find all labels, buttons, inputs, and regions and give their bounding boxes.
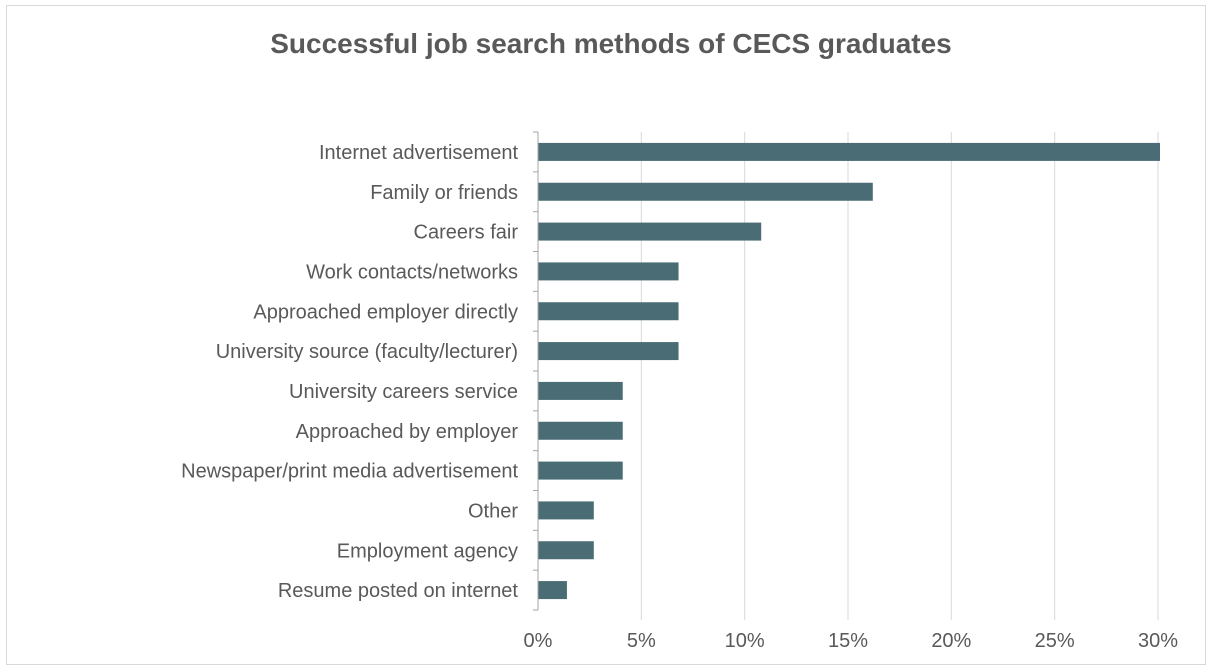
x-tick-label: 10% bbox=[725, 630, 765, 652]
category-label: Careers fair bbox=[414, 222, 519, 244]
chart-frame bbox=[6, 5, 1206, 665]
bar bbox=[538, 262, 679, 281]
chart-title: Successful job search methods of CECS gr… bbox=[270, 28, 952, 59]
category-label: Approached by employer bbox=[296, 421, 519, 443]
bar bbox=[538, 461, 623, 480]
bar bbox=[538, 182, 873, 201]
bar bbox=[538, 581, 567, 600]
bar bbox=[538, 342, 679, 361]
x-tick-label: 30% bbox=[1138, 630, 1178, 652]
category-label: Family or friends bbox=[370, 182, 518, 204]
x-tick-label: 0% bbox=[524, 630, 553, 652]
labels: 0% 5% 10% 15% 20% 25% 30% Internet advertisemen… bbox=[181, 142, 1178, 652]
x-tick-label: 15% bbox=[828, 630, 868, 652]
bars bbox=[538, 142, 1160, 600]
axes bbox=[533, 131, 539, 611]
category-label: Approached employer directly bbox=[253, 301, 518, 323]
bar bbox=[538, 142, 1160, 161]
x-tick-label: 20% bbox=[931, 630, 971, 652]
category-label: University careers service bbox=[289, 381, 518, 403]
category-label: Newspaper/print media advertisement bbox=[181, 461, 518, 483]
category-label: Work contacts/networks bbox=[306, 261, 518, 283]
x-tick-label: 5% bbox=[627, 630, 656, 652]
category-label: Internet advertisement bbox=[319, 142, 518, 164]
category-label: University source (faculty/lecturer) bbox=[216, 341, 518, 363]
bar bbox=[538, 421, 623, 440]
bar bbox=[538, 302, 679, 321]
category-label: Resume posted on internet bbox=[278, 580, 519, 602]
x-tick-label: 25% bbox=[1035, 630, 1075, 652]
bar bbox=[538, 501, 594, 520]
bar bbox=[538, 222, 762, 241]
gridlines bbox=[640, 132, 1159, 620]
category-label: Other bbox=[468, 500, 518, 522]
bar bbox=[538, 381, 623, 400]
bar bbox=[538, 541, 594, 560]
category-label: Employment agency bbox=[337, 540, 518, 562]
